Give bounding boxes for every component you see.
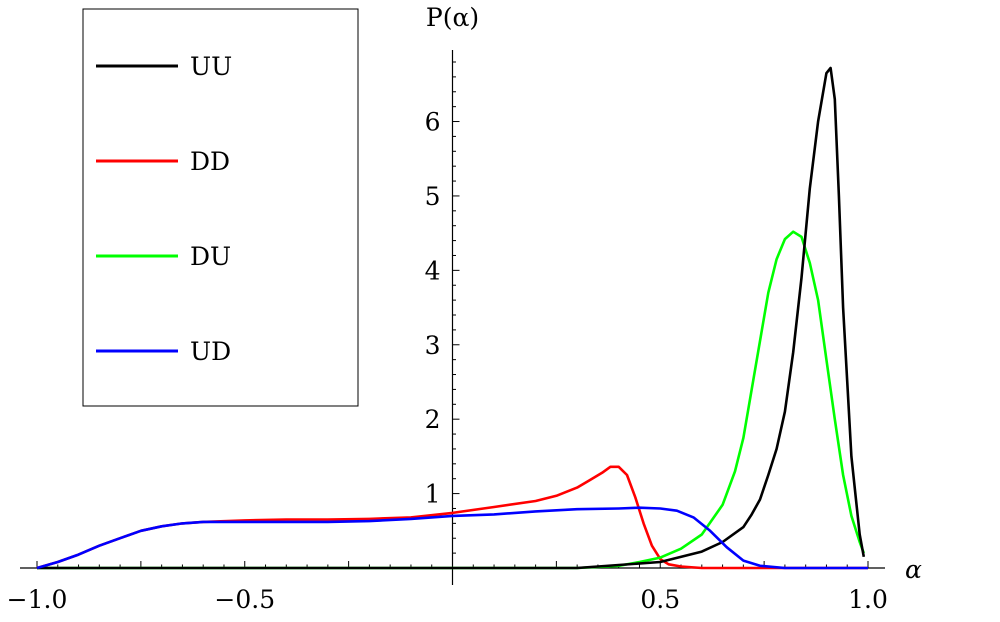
x-axis-label: α <box>905 555 922 584</box>
legend-label-du: DU <box>190 242 231 271</box>
y-tick-label: 5 <box>425 182 441 211</box>
y-tick-label: 4 <box>425 256 441 285</box>
axes: −1.0 −0.5 0.5 1.0 1 2 3 4 5 6 α P(α) <box>7 3 922 614</box>
series-line-ud <box>36 506 868 570</box>
x-tick-label: −0.5 <box>214 585 275 614</box>
legend-label-ud: UD <box>190 337 231 366</box>
legend-label-uu: UU <box>190 52 232 81</box>
x-ticks: −1.0 −0.5 0.5 1.0 <box>7 561 888 614</box>
y-tick-label: 3 <box>425 331 441 360</box>
y-axis-label: P(α) <box>426 3 479 32</box>
y-tick-label: 2 <box>425 405 441 434</box>
y-tick-label: 1 <box>425 480 441 509</box>
legend-label-dd: DD <box>190 147 230 176</box>
x-tick-label: 0.5 <box>640 585 680 614</box>
legend-box <box>82 8 359 407</box>
series-line-uu <box>37 66 866 570</box>
y-ticks: 1 2 3 4 5 6 <box>425 61 460 554</box>
x-tick-label: −1.0 <box>7 585 68 614</box>
x-tick-label: 1.0 <box>848 585 888 614</box>
legend: UU DD DU UD <box>82 8 359 407</box>
y-tick-label: 6 <box>425 108 441 137</box>
series-layer <box>36 66 868 570</box>
series-line-du <box>37 230 866 570</box>
